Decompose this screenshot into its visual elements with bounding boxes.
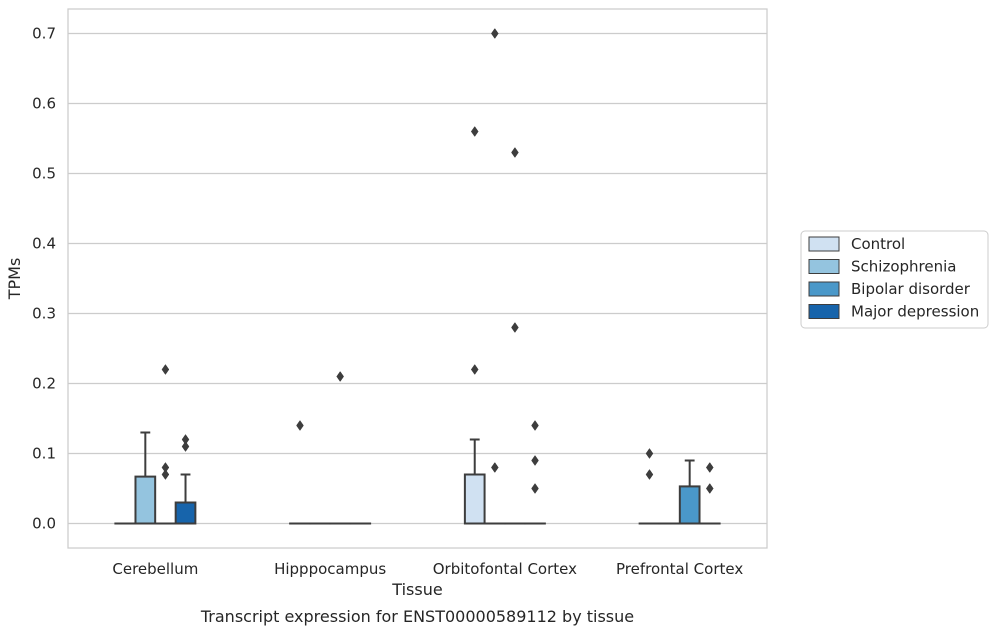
y-tick-label: 0.7 <box>32 25 56 43</box>
outlier-point <box>705 483 714 494</box>
outlier-point <box>161 364 170 375</box>
box-major-depression <box>174 434 197 525</box>
x-axis-ticks: Cerebellum Hipppocampus Orbitofontal Corte… <box>112 560 743 578</box>
box-body <box>134 475 157 525</box>
box-bipolar-disorder <box>154 364 177 525</box>
legend-label: Major depression <box>851 303 979 321</box>
box-body <box>678 485 701 525</box>
y-tick-label: 0.6 <box>32 95 56 113</box>
outlier-point <box>336 371 344 382</box>
plot-area-frame <box>67 8 768 549</box>
outlier-point <box>511 322 519 333</box>
x-tick-label: Orbitofontal Cortex <box>433 560 577 578</box>
x-tick-label: Cerebellum <box>112 560 198 578</box>
box-control <box>463 126 486 525</box>
outlier-point <box>531 420 539 431</box>
outlier-point <box>181 441 190 452</box>
x-axis-label: Tissue <box>391 580 442 599</box>
outlier-point <box>705 462 714 473</box>
x-tick-label: Hipppocampus <box>274 560 386 578</box>
legend: Control Schizophrenia Bipolar disorder Majo… <box>800 230 989 329</box>
box-schizophrenia <box>134 431 157 525</box>
outlier-point <box>531 455 539 466</box>
legend-label: Bipolar disorder <box>851 280 971 298</box>
y-tick-label: 0.2 <box>32 375 56 393</box>
outlier-point <box>296 420 304 431</box>
box-control <box>289 420 311 525</box>
legend-swatch <box>808 281 840 297</box>
outlier-point <box>470 126 479 137</box>
box-bipolar-disorder <box>504 147 526 525</box>
outlier-point <box>645 469 654 480</box>
outlier-point <box>181 434 190 445</box>
box-schizophrenia <box>483 28 506 525</box>
box-control <box>638 448 661 525</box>
legend-swatch <box>808 304 840 319</box>
box-body <box>174 501 197 525</box>
outlier-point <box>491 462 499 473</box>
grid-lines <box>68 32 767 525</box>
outlier-point <box>531 483 539 494</box>
box-body <box>463 473 486 525</box>
y-axis-ticks: 0.0 0.1 0.2 0.3 0.4 0.5 0.6 0.7 <box>32 25 56 533</box>
y-tick-label: 0.1 <box>32 445 56 463</box>
outlier-point <box>511 147 519 158</box>
outlier-point <box>161 462 170 473</box>
outlier-point <box>645 448 654 459</box>
legend-swatch <box>808 236 840 252</box>
box-major-depression <box>524 420 546 525</box>
outlier-point <box>161 469 170 480</box>
y-tick-label: 0.5 <box>32 165 56 183</box>
legend-swatch <box>808 259 840 274</box>
y-tick-label: 0.3 <box>32 305 56 323</box>
y-tick-label: 0.4 <box>32 235 56 253</box>
box-major-depression <box>698 462 721 525</box>
legend-label: Control <box>851 235 905 253</box>
x-tick-label: Prefrontal Cortex <box>616 560 743 578</box>
y-tick-label: 0.0 <box>32 515 56 533</box>
box-bipolar-disorder <box>329 371 352 525</box>
outlier-point <box>491 28 499 39</box>
y-axis-label: TPMs <box>5 258 24 301</box>
legend-label: Schizophrenia <box>851 258 956 276</box>
box-marks <box>114 28 721 525</box>
legend-frame <box>800 230 989 329</box>
outlier-point <box>470 364 479 375</box>
chart-caption: Transcript expression for ENST0000058911… <box>200 607 634 626</box>
box-bipolar-disorder <box>678 459 701 525</box>
